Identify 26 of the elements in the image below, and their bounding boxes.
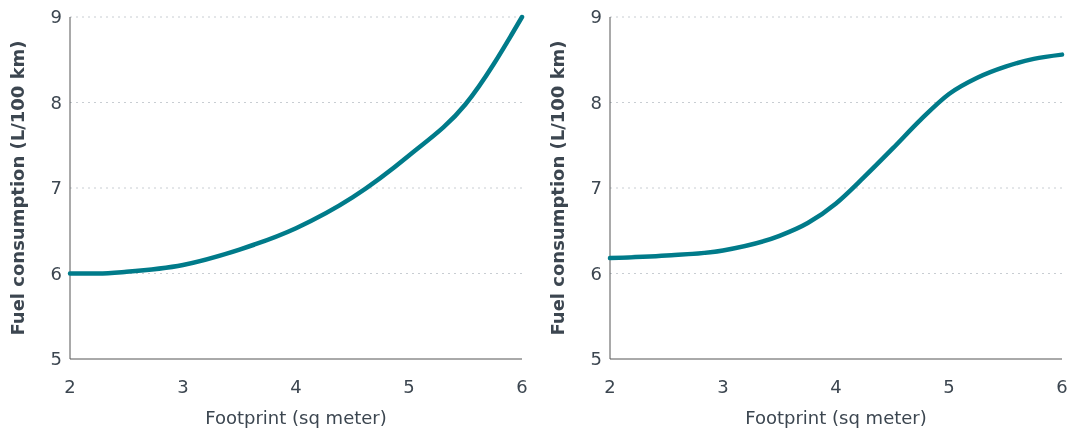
y-tick-label: 6 — [50, 262, 62, 284]
y-axis-title: Fuel consumption (L/100 km) — [547, 40, 568, 336]
y-tick-label: 8 — [590, 91, 602, 113]
y-tick-label: 9 — [590, 6, 602, 28]
x-tick-label: 6 — [516, 376, 528, 397]
line-series — [607, 52, 1065, 261]
x-tick-label: 4 — [290, 376, 302, 397]
x-tick-label: 5 — [943, 376, 955, 397]
y-tick-label: 9 — [50, 6, 62, 28]
x-tick-label: 4 — [830, 376, 842, 397]
x-axis-title: Footprint (sq meter) — [745, 407, 927, 428]
x-axis-title: Footprint (sq meter) — [205, 407, 387, 428]
y-tick-label: 7 — [50, 177, 62, 199]
x-tick-label: 2 — [64, 376, 76, 397]
y-tick-label: 8 — [50, 91, 62, 113]
line-series — [67, 14, 525, 276]
x-tick-label: 5 — [403, 376, 415, 397]
x-tick-label: 3 — [177, 376, 189, 397]
y-tick-label: 5 — [50, 348, 62, 370]
x-tick-label: 6 — [1056, 376, 1068, 397]
y-axis-title: Fuel consumption (L/100 km) — [7, 40, 28, 336]
y-tick-label: 5 — [590, 348, 602, 370]
y-tick-label: 7 — [590, 177, 602, 199]
x-tick-label: 2 — [604, 376, 616, 397]
x-tick-label: 3 — [717, 376, 729, 397]
y-tick-label: 6 — [590, 262, 602, 284]
